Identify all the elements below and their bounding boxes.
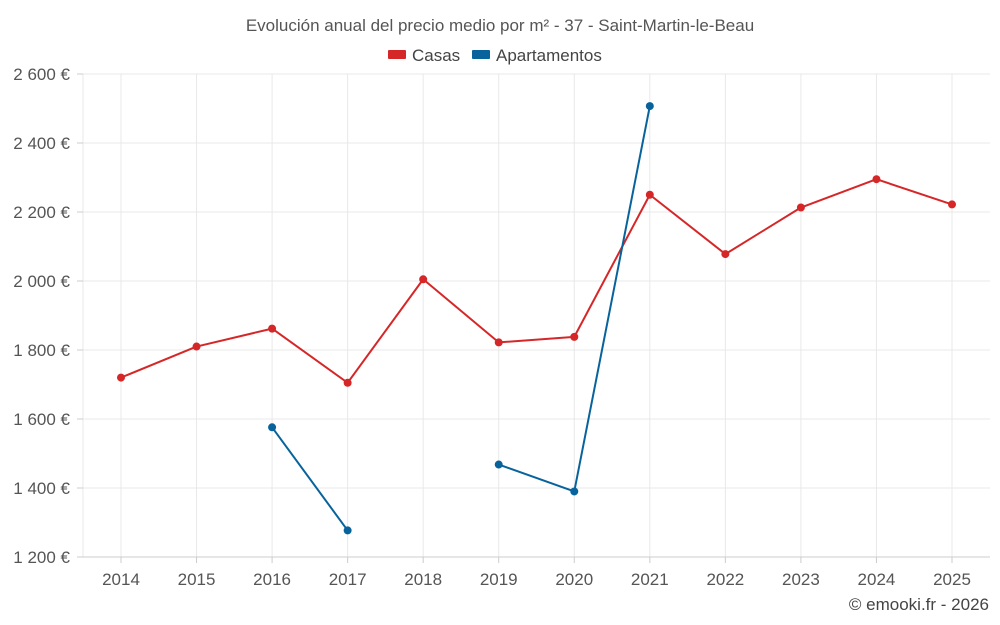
x-tick-label: 2022 — [706, 570, 744, 589]
data-point-casas — [268, 324, 277, 333]
x-tick-label: 2024 — [858, 570, 896, 589]
data-point-casas — [796, 203, 805, 212]
legend-label-casas: Casas — [412, 46, 460, 65]
y-tick-label: 2 000 € — [13, 272, 70, 291]
series-casas — [117, 175, 956, 387]
series-line-casas — [120, 178, 953, 384]
data-point-casas — [948, 200, 956, 209]
series-line-apartamentos — [271, 426, 349, 532]
x-tick-label: 2018 — [404, 570, 442, 589]
legend-swatch-casas — [388, 50, 406, 59]
y-tick-label: 1 600 € — [13, 410, 70, 429]
x-tick-label: 2025 — [933, 570, 971, 589]
data-point-casas — [192, 342, 201, 351]
series-layer — [117, 102, 956, 535]
y-tick-label: 1 800 € — [13, 341, 70, 360]
x-tick-label: 2023 — [782, 570, 820, 589]
y-tick-label: 1 400 € — [13, 479, 70, 498]
y-tick-label: 2 600 € — [13, 65, 70, 84]
data-point-apartamentos — [268, 423, 277, 432]
y-tick-label: 1 200 € — [13, 548, 70, 567]
x-tick-label: 2017 — [329, 570, 367, 589]
x-tick-label: 2021 — [631, 570, 669, 589]
x-tick-label: 2016 — [253, 570, 291, 589]
data-point-apartamentos — [570, 487, 579, 496]
data-point-casas — [645, 190, 654, 199]
data-point-apartamentos — [343, 526, 352, 535]
data-point-casas — [872, 175, 881, 184]
copyright-text: © emooki.fr - 2026 — [849, 595, 989, 614]
legend: Casas Apartamentos — [388, 46, 602, 65]
x-tick-label: 2020 — [555, 570, 593, 589]
x-tick-label: 2015 — [178, 570, 216, 589]
axes: 1 200 € 1 400 € 1 600 € 1 800 € 2 000 € 2 200… — [13, 65, 990, 589]
y-tick-label: 2 400 € — [13, 134, 70, 153]
data-point-casas — [343, 378, 352, 387]
grid — [82, 73, 990, 558]
data-point-casas — [419, 275, 428, 284]
y-tick-label: 2 200 € — [13, 203, 70, 222]
data-point-apartamentos — [494, 460, 503, 469]
data-point-casas — [721, 250, 730, 259]
legend-label-apartamentos: Apartamentos — [496, 46, 602, 65]
series-apartamentos — [268, 102, 654, 535]
data-point-apartamentos — [645, 102, 654, 111]
x-tick-label: 2014 — [102, 570, 140, 589]
data-point-casas — [494, 338, 503, 347]
data-point-casas — [570, 332, 579, 341]
x-tick-label: 2019 — [480, 570, 518, 589]
legend-swatch-apartamentos — [472, 50, 490, 59]
chart-title: Evolución anual del precio medio por m² … — [246, 16, 754, 35]
data-point-casas — [117, 373, 125, 382]
